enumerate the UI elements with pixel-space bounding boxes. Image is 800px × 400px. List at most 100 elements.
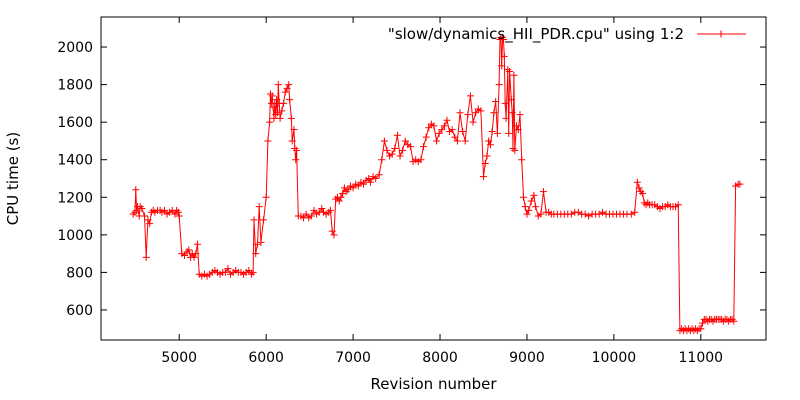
data-point xyxy=(530,191,538,199)
data-point xyxy=(492,98,500,106)
data-point xyxy=(393,131,401,139)
y-tick-label: 1800 xyxy=(57,78,93,94)
data-point xyxy=(281,88,289,96)
data-point xyxy=(472,109,480,117)
data-point xyxy=(519,193,527,201)
data-point xyxy=(318,205,326,213)
data-point xyxy=(372,175,380,182)
x-tick-label: 9000 xyxy=(509,350,545,366)
x-tick-label: 7000 xyxy=(335,350,371,366)
x-tick-label: 5000 xyxy=(161,350,197,366)
data-point xyxy=(349,184,357,192)
data-point xyxy=(224,265,232,273)
data-point xyxy=(132,186,140,194)
data-point xyxy=(464,111,472,119)
data-point xyxy=(485,137,493,145)
data-point xyxy=(488,128,496,136)
data-point xyxy=(505,129,513,137)
data-point xyxy=(435,129,443,137)
data-point xyxy=(490,109,498,117)
data-point xyxy=(264,137,272,145)
data-point xyxy=(286,96,294,104)
data-point xyxy=(483,152,491,160)
data-point xyxy=(278,107,286,115)
data-point xyxy=(287,114,295,122)
y-axis-label: CPU time (s) xyxy=(4,132,22,225)
data-point xyxy=(525,206,533,214)
data-point xyxy=(337,193,345,201)
data-point xyxy=(302,210,310,218)
ticks-layer: 5000 6000 7000 8000 9000 10000 11000 600 800 1000… xyxy=(57,17,766,366)
x-axis-label: Revision number xyxy=(371,375,498,393)
data-point xyxy=(477,107,485,115)
data-point xyxy=(269,103,277,111)
data-point xyxy=(479,173,487,181)
data-point xyxy=(433,137,441,145)
data-point xyxy=(448,126,456,134)
y-tick-label: 1200 xyxy=(57,190,93,206)
data-point xyxy=(516,111,524,119)
data-point xyxy=(380,137,388,145)
y-tick-label: 2000 xyxy=(57,40,93,56)
data-point xyxy=(399,146,407,154)
data-point xyxy=(697,325,705,333)
data-point xyxy=(518,156,526,164)
data-point xyxy=(266,118,274,126)
data-point xyxy=(422,133,430,141)
data-point xyxy=(495,81,503,89)
data-point xyxy=(221,268,229,276)
data-point xyxy=(274,81,282,89)
data-point xyxy=(326,206,334,214)
data-point xyxy=(360,180,368,188)
data-point xyxy=(523,210,531,218)
data-point xyxy=(344,186,352,194)
legend-label: "slow/dynamics_HII_PDR.cpu" using 1:2 xyxy=(388,25,684,44)
y-tick-label: 1600 xyxy=(57,115,93,131)
data-point xyxy=(288,137,296,145)
data-point xyxy=(730,317,738,325)
data-point xyxy=(270,114,278,122)
data-point xyxy=(438,126,446,134)
data-point xyxy=(459,128,467,136)
data-point xyxy=(406,143,414,151)
data-point xyxy=(506,67,514,75)
data-point xyxy=(388,150,396,158)
data-point xyxy=(699,319,707,327)
data-point xyxy=(142,253,150,261)
data-point xyxy=(539,188,547,196)
data-point xyxy=(469,118,477,126)
data-point xyxy=(192,250,200,258)
data-point xyxy=(260,216,268,224)
data-point xyxy=(417,156,425,164)
data-point xyxy=(631,208,639,216)
data-point xyxy=(440,122,448,130)
data-point xyxy=(451,133,459,141)
data-point xyxy=(511,146,519,154)
data-point xyxy=(366,178,374,186)
data-point xyxy=(180,251,188,259)
data-point xyxy=(639,190,647,198)
data-point xyxy=(486,141,494,149)
data-point xyxy=(453,137,461,145)
data-point xyxy=(285,81,293,89)
data-point xyxy=(146,220,154,228)
data-point xyxy=(378,156,386,164)
legend: "slow/dynamics_HII_PDR.cpu" using 1:2 xyxy=(388,25,746,44)
data-point xyxy=(466,92,474,100)
data-point xyxy=(521,203,529,211)
data-point xyxy=(633,178,641,186)
x-tick-label: 8000 xyxy=(422,350,458,366)
data-point xyxy=(310,206,318,214)
data-point xyxy=(174,208,182,216)
y-tick-label: 1000 xyxy=(57,228,93,244)
data-point xyxy=(635,184,643,192)
data-point xyxy=(508,109,516,117)
data-point xyxy=(335,197,343,205)
data-point xyxy=(420,143,428,151)
data-point xyxy=(292,156,300,164)
data-point xyxy=(501,99,509,107)
data-point xyxy=(290,126,298,134)
data-point xyxy=(293,146,301,154)
data-point xyxy=(262,193,270,201)
